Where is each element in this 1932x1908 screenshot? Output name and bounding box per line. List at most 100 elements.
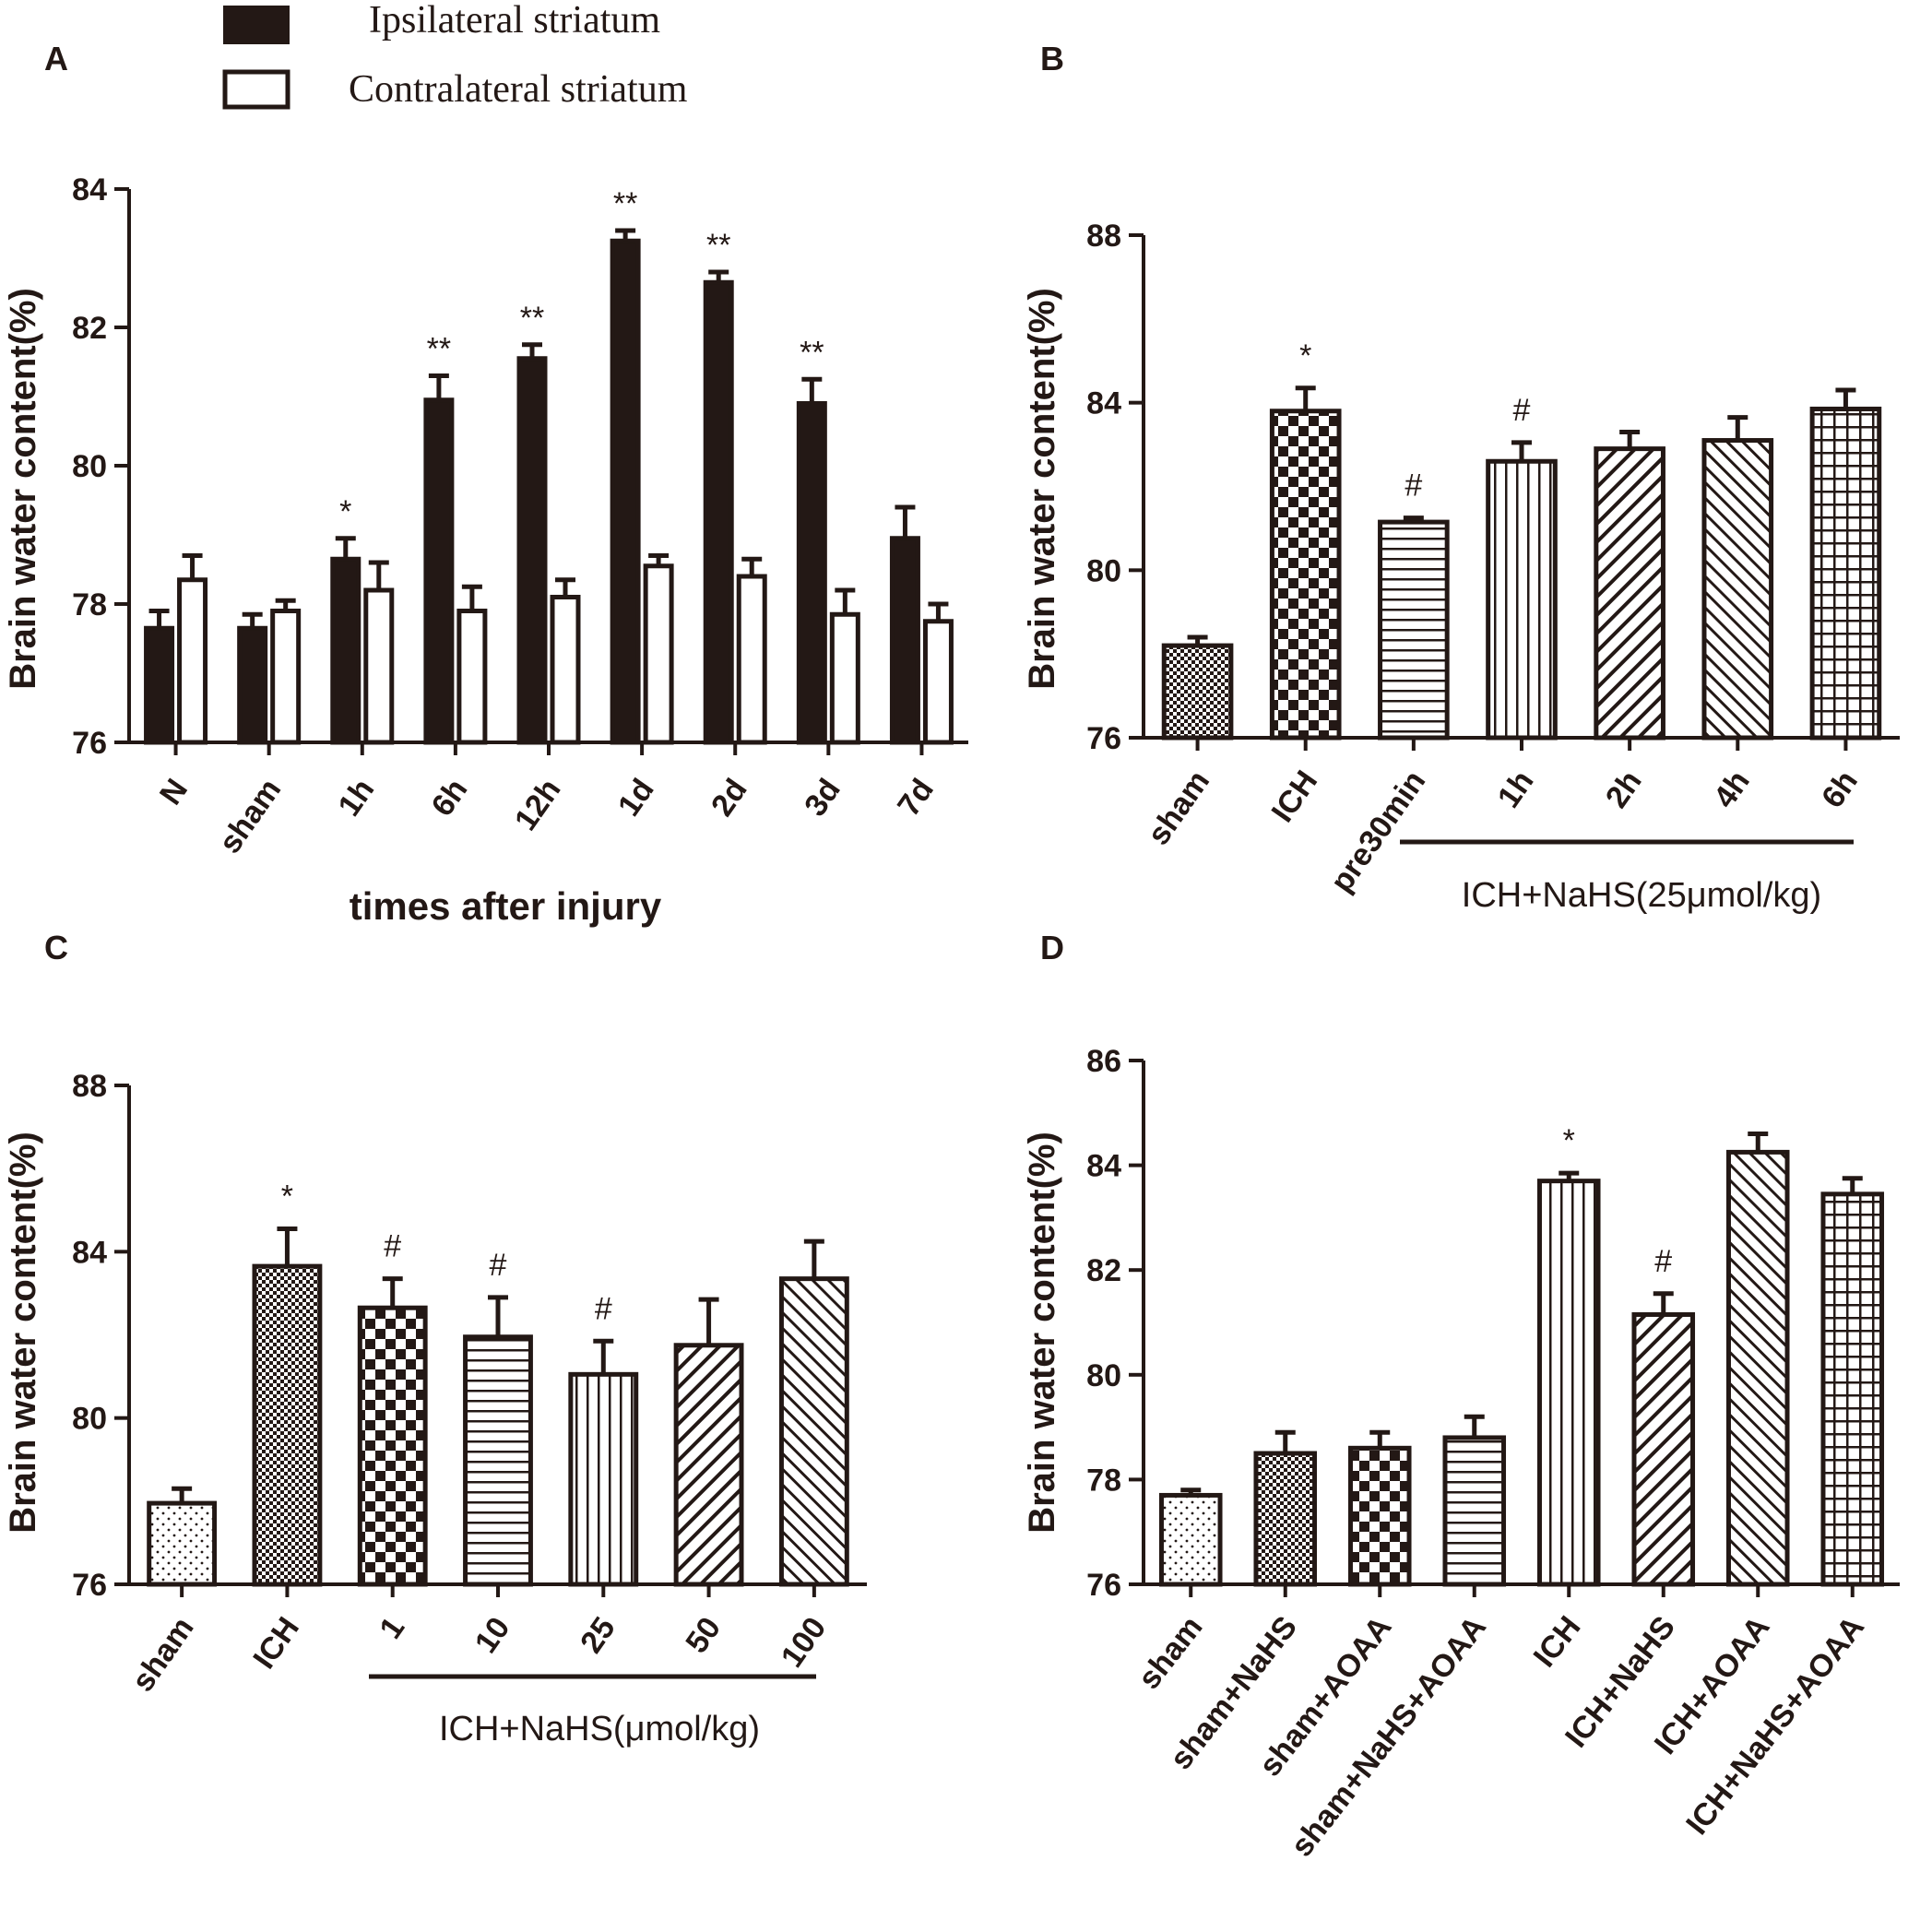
y-tick-label-a: 78 xyxy=(72,587,107,622)
bar-b-2h xyxy=(1594,446,1665,741)
legend: Ipsilateral striatum Contralateral stria… xyxy=(222,0,688,111)
bar-ipsilateral-n xyxy=(144,625,175,745)
y-tick-label-b: 84 xyxy=(1086,386,1121,421)
significance-mark-c-25: # xyxy=(595,1291,612,1326)
significance-mark-a-1d: ** xyxy=(613,186,637,221)
bar-contralateral-6h xyxy=(456,609,488,745)
y-tick-label-a: 76 xyxy=(72,726,107,761)
legend-swatch-ipsilateral xyxy=(223,6,290,44)
plot-d: 767880828486*#shamsham+NaHSsham+AOAAsham… xyxy=(1086,1044,1900,1864)
y-tick-label-b: 80 xyxy=(1086,553,1121,588)
significance-mark-c-1: # xyxy=(384,1229,401,1264)
bar-b-pre30min xyxy=(1378,519,1450,741)
bar-b-sham xyxy=(1161,643,1234,741)
x-tick-label-a-12h: 12h xyxy=(508,773,568,837)
bar-c-100 xyxy=(778,1276,849,1587)
bar-contralateral-2d xyxy=(736,574,767,745)
bar-contralateral-n xyxy=(177,577,208,745)
x-tick-label-b-6h: 6h xyxy=(1815,764,1865,814)
y-axis-title-a: Brain water content(%) xyxy=(3,288,43,690)
y-tick-label-a: 84 xyxy=(72,172,107,207)
significance-mark-b-pre30min: # xyxy=(1405,468,1422,504)
y-tick-label-d: 82 xyxy=(1086,1253,1121,1288)
x-tick-label-b-sham: sham xyxy=(1141,764,1216,852)
significance-mark-c-ich: * xyxy=(281,1179,293,1215)
x-tick-label-a-1d: 1d xyxy=(611,773,661,823)
x-tick-label-c-50: 50 xyxy=(679,1611,728,1660)
bar-b-6h xyxy=(1809,406,1882,741)
bar-d-ich xyxy=(1536,1179,1601,1587)
x-tick-label-c-25: 25 xyxy=(574,1611,622,1660)
x-axis-title-a: times after injury xyxy=(350,884,662,928)
bar-d-sham-nahs-aoaa xyxy=(1442,1435,1507,1587)
bar-b-ich xyxy=(1269,409,1342,741)
x-tick-label-c-1: 1 xyxy=(373,1611,411,1645)
y-tick-label-a: 80 xyxy=(72,449,107,484)
bar-c-25 xyxy=(568,1371,639,1587)
x-tick-label-a-n: N xyxy=(153,773,195,812)
x-tick-label-a-6h: 6h xyxy=(425,773,475,823)
bar-ipsilateral-7d xyxy=(889,536,920,745)
y-tick-label-d: 86 xyxy=(1086,1044,1121,1079)
bar-ipsilateral-6h xyxy=(423,397,455,745)
y-tick-label-d: 80 xyxy=(1086,1358,1121,1393)
y-tick-label-a: 82 xyxy=(72,311,107,346)
plot-c: 76 80 84 88 * # # # sham ICH 1 10 25 50 100 xyxy=(72,1069,867,1698)
x-tick-label-c-ich: ICH xyxy=(246,1611,306,1676)
x-tick-label-a-3d: 3d xyxy=(798,773,847,823)
group-label-b: ICH+NaHS(25μmol/kg) xyxy=(1462,876,1821,915)
y-axis-title-d: Brain water content(%) xyxy=(1022,1132,1062,1534)
bar-ipsilateral-12h xyxy=(516,356,548,745)
bar-contralateral-sham xyxy=(270,609,302,745)
x-tick-label-a-2d: 2d xyxy=(705,773,754,823)
y-tick-label-d: 76 xyxy=(1086,1568,1121,1603)
x-tick-label-b-pre30min: pre30min xyxy=(1324,764,1433,899)
x-tick-label-a-1h: 1h xyxy=(331,773,381,823)
x-tick-label-d-sham: sham xyxy=(1132,1610,1210,1696)
x-tick-label-d-ich: ICH xyxy=(1527,1610,1588,1675)
y-tick-label-c: 80 xyxy=(72,1402,107,1437)
panel-label-d: D xyxy=(1040,929,1064,966)
x-tick-label-b-1h: 1h xyxy=(1491,764,1541,814)
y-tick-label-c: 84 xyxy=(72,1235,107,1270)
bar-ipsilateral-1h xyxy=(330,556,362,745)
bar-c-ich xyxy=(252,1263,323,1587)
bar-c-1 xyxy=(357,1305,428,1587)
panel-label-a: A xyxy=(44,40,68,77)
legend-swatch-contralateral xyxy=(222,69,290,110)
significance-mark-c-10: # xyxy=(490,1248,507,1283)
bar-d-sham xyxy=(1158,1492,1223,1587)
bar-d-ich-nahs-aoaa xyxy=(1820,1191,1885,1587)
y-tick-label-c: 88 xyxy=(72,1069,107,1104)
panel-label-b: B xyxy=(1040,40,1064,77)
bar-d-ich-nahs xyxy=(1631,1311,1696,1587)
group-label-c: ICH+NaHS(μmol/kg) xyxy=(439,1710,760,1748)
bar-d-sham-nahs xyxy=(1253,1451,1318,1587)
significance-mark-a-12h: ** xyxy=(520,301,544,336)
bar-ipsilateral-1d xyxy=(610,238,641,745)
legend-label-ipsilateral: Ipsilateral striatum xyxy=(369,0,660,41)
significance-mark-a-6h: ** xyxy=(427,332,451,367)
legend-label-contralateral: Contralateral striatum xyxy=(349,68,688,111)
bar-b-1h xyxy=(1486,458,1558,741)
bar-contralateral-3d xyxy=(829,611,860,745)
panel-label-c: C xyxy=(44,929,68,966)
significance-mark-a-1h: * xyxy=(339,494,351,529)
x-tick-label-b-4h: 4h xyxy=(1707,764,1757,814)
x-tick-label-c-sham: sham xyxy=(125,1611,201,1699)
y-axis-title-b: Brain water content(%) xyxy=(1022,288,1062,690)
y-tick-label-d: 78 xyxy=(1086,1463,1121,1498)
x-tick-label-c-100: 100 xyxy=(775,1611,834,1674)
significance-mark-b-ich: * xyxy=(1299,338,1311,373)
y-axis-title-c: Brain water content(%) xyxy=(3,1132,43,1534)
bar-contralateral-7d xyxy=(922,619,954,745)
bar-contralateral-12h xyxy=(550,595,581,745)
plot-b: 76 80 84 88 * # # sham ICH pre30min 1h 2h 4h 6h xyxy=(1086,219,1900,898)
x-tick-label-a-sham: sham xyxy=(212,773,288,860)
x-tick-label-a-7d: 7d xyxy=(891,773,941,823)
bar-ipsilateral-2d xyxy=(703,279,734,745)
x-tick-label-b-ich: ICH xyxy=(1265,764,1325,829)
significance-mark-a-3d: ** xyxy=(800,335,824,370)
